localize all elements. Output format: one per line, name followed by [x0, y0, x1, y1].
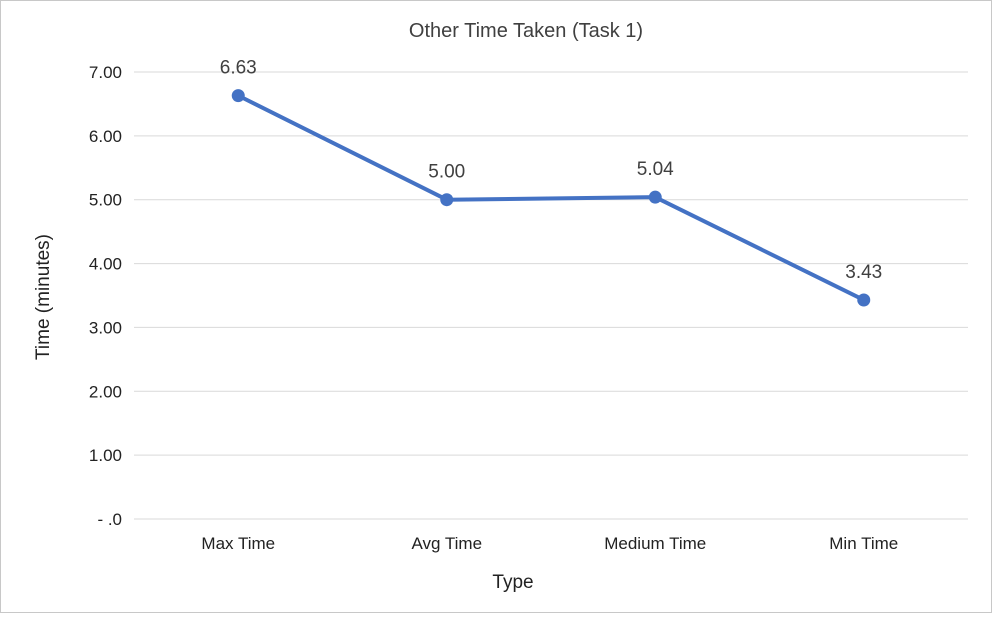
data-point	[231, 89, 245, 103]
y-tick-label: 6.00	[89, 127, 122, 146]
data-label: 3.43	[845, 262, 882, 283]
y-tick-label: 4.00	[89, 255, 122, 274]
data-label: 5.00	[428, 162, 465, 183]
y-tick-label: 1.00	[89, 446, 122, 465]
data-label: 5.04	[637, 159, 674, 180]
x-tick-label: Medium Time	[604, 534, 706, 553]
data-point	[857, 293, 871, 307]
x-tick-label: Max Time	[201, 534, 275, 553]
gridlines	[134, 71, 968, 520]
data-point	[440, 193, 454, 207]
y-tick-label: 7.00	[89, 63, 122, 82]
x-tick-label: Avg Time	[411, 534, 482, 553]
data-point	[648, 190, 662, 204]
data-label: 6.63	[220, 58, 257, 79]
y-axis-ticks: - .0 1.00 2.00 3.00 4.00 5.00 6.00 7.00	[89, 63, 122, 529]
x-axis-title: Type	[492, 572, 533, 593]
x-tick-label: Min Time	[829, 534, 898, 553]
y-tick-label: 3.00	[89, 318, 122, 337]
data-labels: 6.63 5.00 5.04 3.43	[220, 58, 882, 283]
y-tick-label: - .0	[97, 510, 122, 529]
y-axis-title: Time (minutes)	[33, 234, 54, 360]
series-layer	[231, 89, 871, 307]
y-tick-label: 2.00	[89, 382, 122, 401]
y-tick-label: 5.00	[89, 191, 122, 210]
x-axis-ticks: Max Time Avg Time Medium Time Min Time	[201, 534, 898, 553]
series-line	[236, 93, 866, 302]
chart-title: Other Time Taken (Task 1)	[409, 20, 643, 42]
